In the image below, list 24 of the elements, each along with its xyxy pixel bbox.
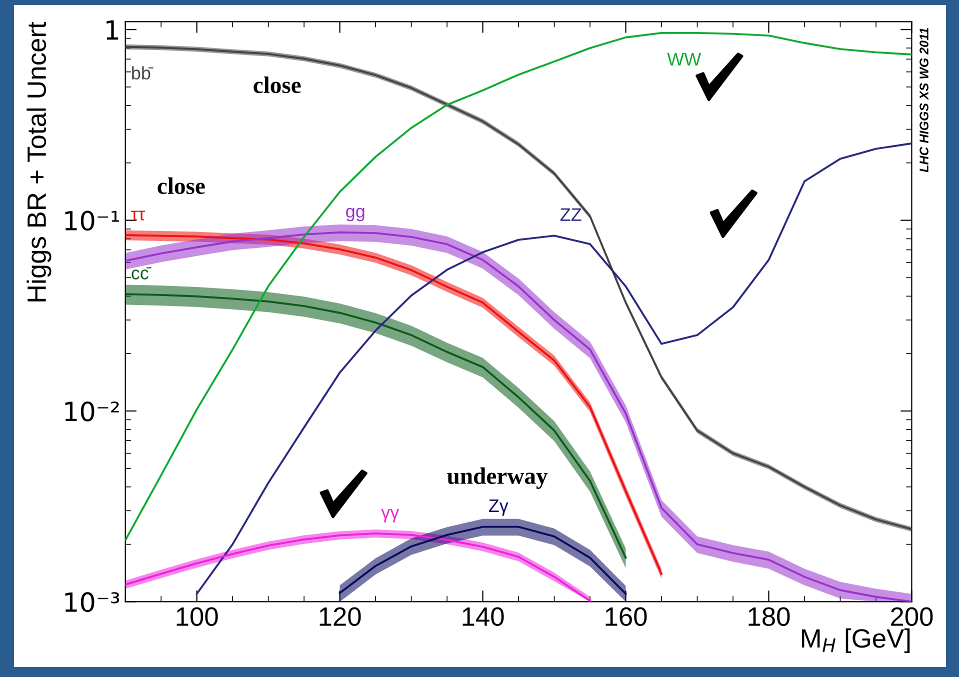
y-tick-label: 10⁻¹ <box>65 210 120 231</box>
series-label: gg <box>346 208 364 222</box>
text: LHC HIGGS XS WG 2011 <box>920 28 928 172</box>
series-label: γγ <box>381 509 400 522</box>
series-label: WW <box>667 53 702 66</box>
y-tick-label: 10⁻² <box>65 401 119 422</box>
series-label: Zγ <box>488 500 508 516</box>
x-tick-label: 100 <box>176 607 218 626</box>
x-tick-label: 160 <box>606 607 647 626</box>
x-tick-label: 180 <box>748 607 790 626</box>
series-label: bb̄ <box>132 66 154 80</box>
x-tick-label: 140 <box>462 607 504 626</box>
y-axis-title: Higgs BR + Total Uncert <box>26 22 52 302</box>
y-tick-label: 10⁻³ <box>65 592 120 612</box>
x-tick-label: 120 <box>320 607 361 626</box>
annotation: close <box>254 76 301 94</box>
series-label: ZZ <box>560 208 582 221</box>
x-axis-title: M$_{H}$ [GeV] <box>802 628 910 653</box>
y-tick-label: 1 <box>106 20 118 40</box>
x-tick-label: 200 <box>891 607 933 626</box>
annotation: underway <box>447 467 548 489</box>
series-label: ττ <box>131 210 146 220</box>
annotation: close <box>158 177 205 194</box>
series-label: cc̄ <box>132 267 152 280</box>
